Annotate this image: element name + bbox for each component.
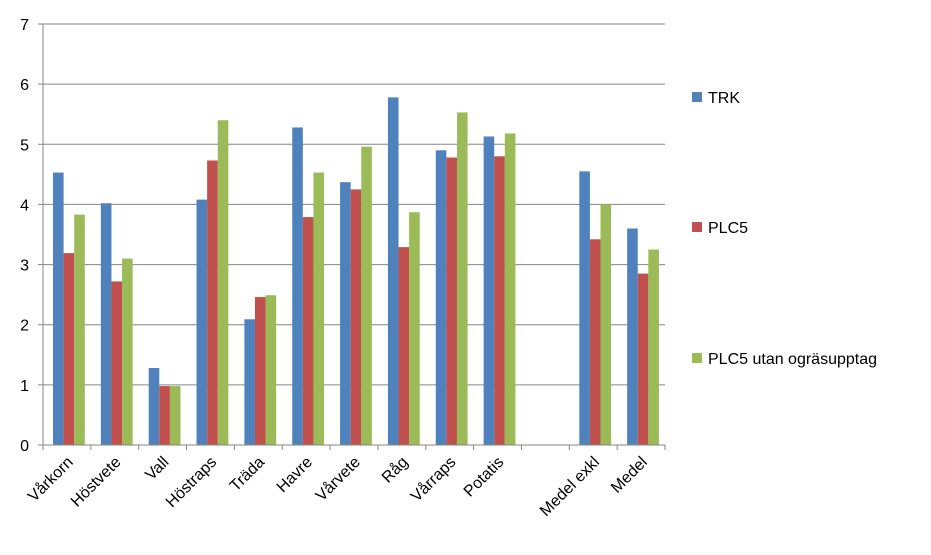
bars [53,97,659,446]
bar [169,386,181,445]
bar [648,249,659,445]
bar [122,258,133,445]
bar [504,133,516,445]
bar [483,136,495,445]
x-tick-label: Vall [142,454,172,484]
bar [100,203,112,445]
legend: TRK PLC5 PLC5 utan ogräsupptag [692,90,877,368]
bar [313,172,325,446]
bar [244,319,255,445]
y-tick-label: 7 [20,17,29,34]
bar [456,112,468,445]
x-tick-label: Höstvete [68,454,125,511]
y-tick-labels: 0 1 2 3 4 5 6 7 [20,17,29,455]
y-tick-label: 4 [20,197,29,214]
x-tick-label: Höstraps [163,454,220,511]
axes [38,23,666,450]
bar [207,160,218,445]
x-tick-label: Potatis [461,454,508,501]
x-tick-label: Medel [608,454,651,497]
bar [435,150,447,446]
bar [53,172,64,446]
y-tick-label: 6 [20,77,29,94]
legend-label: PLC5 [708,220,748,237]
y-tick-label: 5 [20,137,29,154]
bar [340,182,351,445]
y-tick-label: 0 [20,438,29,455]
bar [494,156,505,445]
x-tick-label: Vårvete [312,453,364,505]
bar [217,120,229,445]
bar [446,157,457,445]
legend-label: TRK [708,90,740,107]
x-tick-label: Råg [378,453,411,486]
bar [74,214,85,445]
bar [350,189,362,445]
y-tick-label: 1 [20,378,29,395]
legend-label: PLC5 utan ogräsupptag [708,351,877,368]
bar [387,97,399,446]
bar [398,247,410,445]
bar [627,228,638,445]
bar [361,146,372,445]
y-tick-label: 2 [20,318,29,335]
bar [111,281,123,445]
bar [196,199,208,445]
bar [589,239,601,445]
bar [265,295,277,445]
x-tick-label: Medel exkl [537,454,603,520]
x-tick-label: Vårraps [407,453,459,505]
bar [579,171,590,445]
bar [409,212,420,445]
bar [159,386,170,445]
legend-swatch [692,353,702,363]
y-tick-label: 3 [20,258,29,275]
bar [302,217,314,445]
bar [600,204,612,445]
bar [292,127,303,445]
x-tick-label: Havre [274,454,316,496]
x-tick-label: Träda [227,454,268,495]
bar [148,368,160,445]
bar [637,273,649,445]
legend-swatch [692,222,702,232]
legend-swatch [692,92,702,102]
bar [63,253,75,445]
bar [254,297,266,445]
